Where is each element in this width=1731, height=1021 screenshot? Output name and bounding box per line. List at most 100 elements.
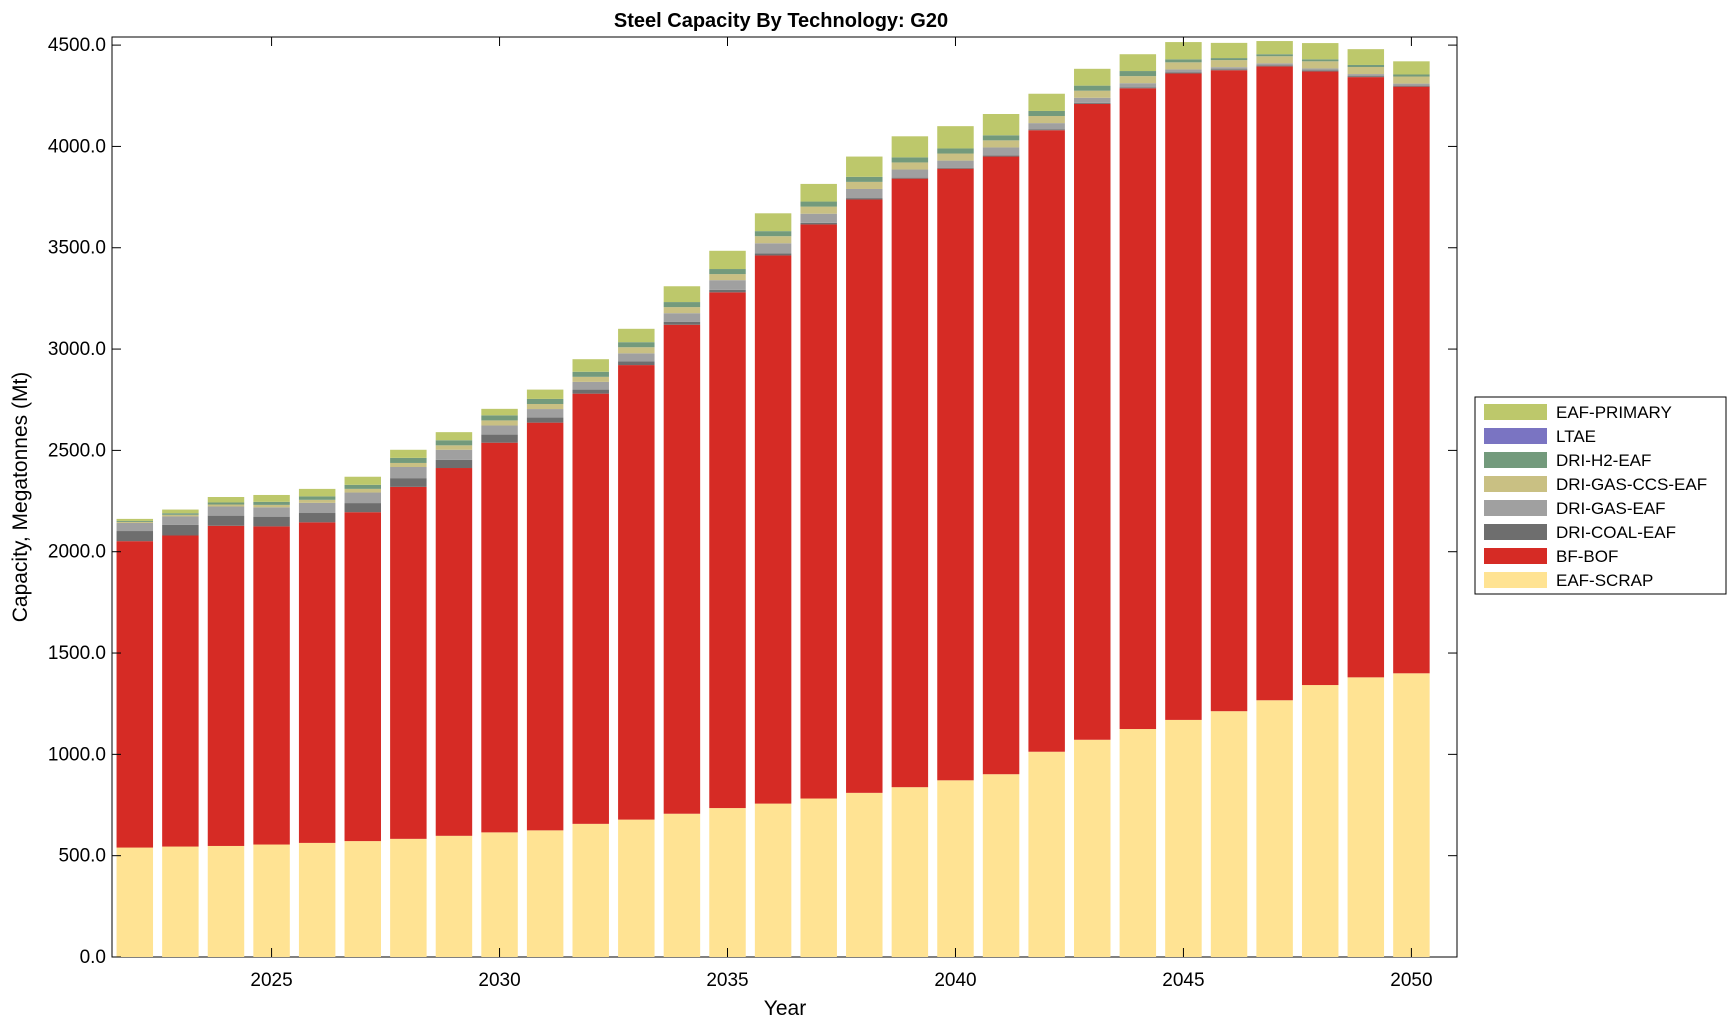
bar-eaf-scrap-2022	[116, 847, 154, 957]
bar-bf-bof-2042	[1028, 130, 1065, 752]
bar-dri-h2-eaf-2050	[1393, 74, 1430, 77]
bar-eaf-primary-2034	[663, 286, 701, 303]
bar-dri-coal-eaf-2045	[1165, 72, 1202, 74]
bar-bf-bof-2038	[846, 199, 883, 793]
bar-dri-gas-ccs-eaf-2028	[390, 462, 427, 468]
bar-eaf-primary-2025	[253, 494, 290, 502]
bar-dri-gas-ccs-eaf-2050	[1393, 76, 1430, 84]
bar-bf-bof-2046	[1210, 70, 1248, 712]
bar-eaf-scrap-2032	[572, 823, 609, 957]
bar-bf-bof-2028	[390, 486, 427, 839]
bar-dri-gas-ccs-eaf-2038	[846, 181, 883, 189]
bar-dri-coal-eaf-2044	[1119, 87, 1157, 89]
bar-dri-h2-eaf-2044	[1119, 71, 1157, 77]
bar-dri-coal-eaf-2034	[663, 321, 701, 325]
bar-dri-h2-eaf-2023	[162, 513, 199, 515]
legend-label-ltae: LTAE	[1556, 427, 1596, 446]
y-tick-label: 3500.0	[48, 238, 106, 259]
bar-eaf-scrap-2027	[344, 841, 381, 957]
bar-dri-h2-eaf-2046	[1210, 58, 1248, 61]
bar-dri-coal-eaf-2024	[207, 515, 245, 526]
chart-title: Steel Capacity By Technology: G20	[614, 10, 948, 32]
legend: EAF-PRIMARY LTAE DRI-H2-EAF DRI-GAS-CCS-EAF…	[1474, 396, 1727, 595]
bar-dri-h2-eaf-2036	[754, 231, 792, 237]
bar-eaf-primary-2046	[1210, 42, 1248, 59]
legend-label-dri-coal-eaf: DRI-COAL-EAF	[1556, 523, 1676, 542]
legend-label-dri-h2-eaf: DRI-H2-EAF	[1556, 451, 1651, 470]
bar-dri-h2-eaf-2024	[207, 502, 245, 505]
bar-dri-gas-ccs-eaf-2042	[1028, 116, 1065, 124]
bar-dri-gas-eaf-2042	[1028, 123, 1065, 130]
bar-dri-h2-eaf-2037	[800, 201, 837, 207]
bar-dri-gas-eaf-2031	[526, 409, 564, 418]
bar-dri-gas-eaf-2030	[481, 425, 518, 435]
bar-eaf-scrap-2047	[1256, 700, 1293, 957]
bar-bf-bof-2039	[891, 178, 929, 788]
bar-bf-bof-2035	[709, 292, 746, 809]
bar-bf-bof-2025	[253, 526, 290, 845]
bar-dri-h2-eaf-2039	[891, 157, 929, 163]
bar-eaf-primary-2032	[572, 359, 609, 372]
bar-bf-bof-2048	[1301, 71, 1339, 686]
bar-dri-coal-eaf-2025	[253, 516, 290, 527]
legend-swatch-dri-gas-ccs-eaf	[1484, 476, 1547, 492]
bar-eaf-scrap-2023	[162, 846, 199, 957]
bar-bf-bof-2031	[526, 422, 564, 831]
bar-bf-bof-2032	[572, 393, 609, 824]
bar-dri-gas-ccs-eaf-2035	[709, 274, 746, 281]
bar-dri-coal-eaf-2027	[344, 503, 381, 513]
bar-bf-bof-2029	[435, 468, 473, 836]
bar-dri-h2-eaf-2030	[481, 415, 518, 421]
bar-eaf-primary-2045	[1165, 42, 1202, 60]
bar-dri-h2-eaf-2040	[937, 148, 974, 154]
bar-dri-coal-eaf-2029	[435, 459, 473, 469]
bar-eaf-scrap-2040	[937, 780, 974, 957]
bar-eaf-primary-2027	[344, 476, 381, 485]
bar-eaf-scrap-2034	[663, 813, 701, 957]
bar-dri-coal-eaf-2041	[982, 155, 1020, 157]
bar-dri-coal-eaf-2032	[572, 389, 609, 394]
bar-dri-gas-eaf-2040	[937, 160, 974, 168]
bar-dri-h2-eaf-2038	[846, 176, 883, 182]
bar-dri-coal-eaf-2046	[1210, 69, 1248, 71]
bar-dri-gas-ccs-eaf-2037	[800, 206, 837, 214]
bar-dri-h2-eaf-2022	[116, 520, 154, 522]
bar-dri-gas-eaf-2028	[390, 467, 427, 479]
bar-bf-bof-2030	[481, 442, 518, 833]
y-tick-label: 3000.0	[48, 339, 106, 360]
x-tick-label: 2050	[1390, 970, 1432, 991]
bar-eaf-primary-2040	[937, 126, 974, 149]
bar-dri-h2-eaf-2041	[982, 135, 1020, 141]
bar-dri-gas-ccs-eaf-2031	[526, 403, 564, 410]
legend-label-eaf-scrap: EAF-SCRAP	[1556, 571, 1653, 590]
bar-dri-coal-eaf-2033	[618, 361, 655, 366]
bar-dri-gas-eaf-2022	[116, 522, 154, 532]
legend-swatch-eaf-scrap	[1484, 572, 1547, 588]
bar-dri-h2-eaf-2033	[618, 342, 655, 348]
bar-dri-gas-ccs-eaf-2022	[116, 521, 154, 523]
bar-eaf-primary-2048	[1301, 43, 1339, 60]
bar-dri-gas-eaf-2032	[572, 381, 609, 390]
bar-dri-gas-eaf-2050	[1393, 83, 1430, 86]
bar-dri-gas-eaf-2033	[618, 353, 655, 362]
bar-dri-coal-eaf-2026	[298, 513, 336, 523]
bar-bf-bof-2026	[298, 522, 336, 843]
bar-dri-gas-ccs-eaf-2025	[253, 504, 290, 508]
bar-eaf-scrap-2042	[1028, 751, 1065, 957]
bar-dri-h2-eaf-2049	[1347, 64, 1385, 67]
bar-dri-h2-eaf-2043	[1074, 85, 1111, 91]
bar-dri-gas-ccs-eaf-2034	[663, 307, 701, 314]
bar-dri-coal-eaf-2023	[162, 524, 199, 536]
bar-eaf-primary-2038	[846, 156, 883, 177]
bar-dri-coal-eaf-2049	[1347, 76, 1385, 78]
bar-dri-gas-eaf-2024	[207, 506, 245, 516]
bar-dri-coal-eaf-2039	[891, 177, 929, 179]
bar-dri-gas-ccs-eaf-2036	[754, 236, 792, 244]
bar-dri-gas-eaf-2049	[1347, 74, 1385, 77]
bar-bf-bof-2036	[754, 255, 792, 804]
bar-dri-gas-ccs-eaf-2046	[1210, 60, 1248, 68]
bar-dri-gas-ccs-eaf-2041	[982, 140, 1020, 148]
bar-eaf-scrap-2050	[1393, 673, 1430, 957]
bar-dri-h2-eaf-2045	[1165, 59, 1202, 63]
bar-dri-gas-eaf-2041	[982, 147, 1020, 156]
